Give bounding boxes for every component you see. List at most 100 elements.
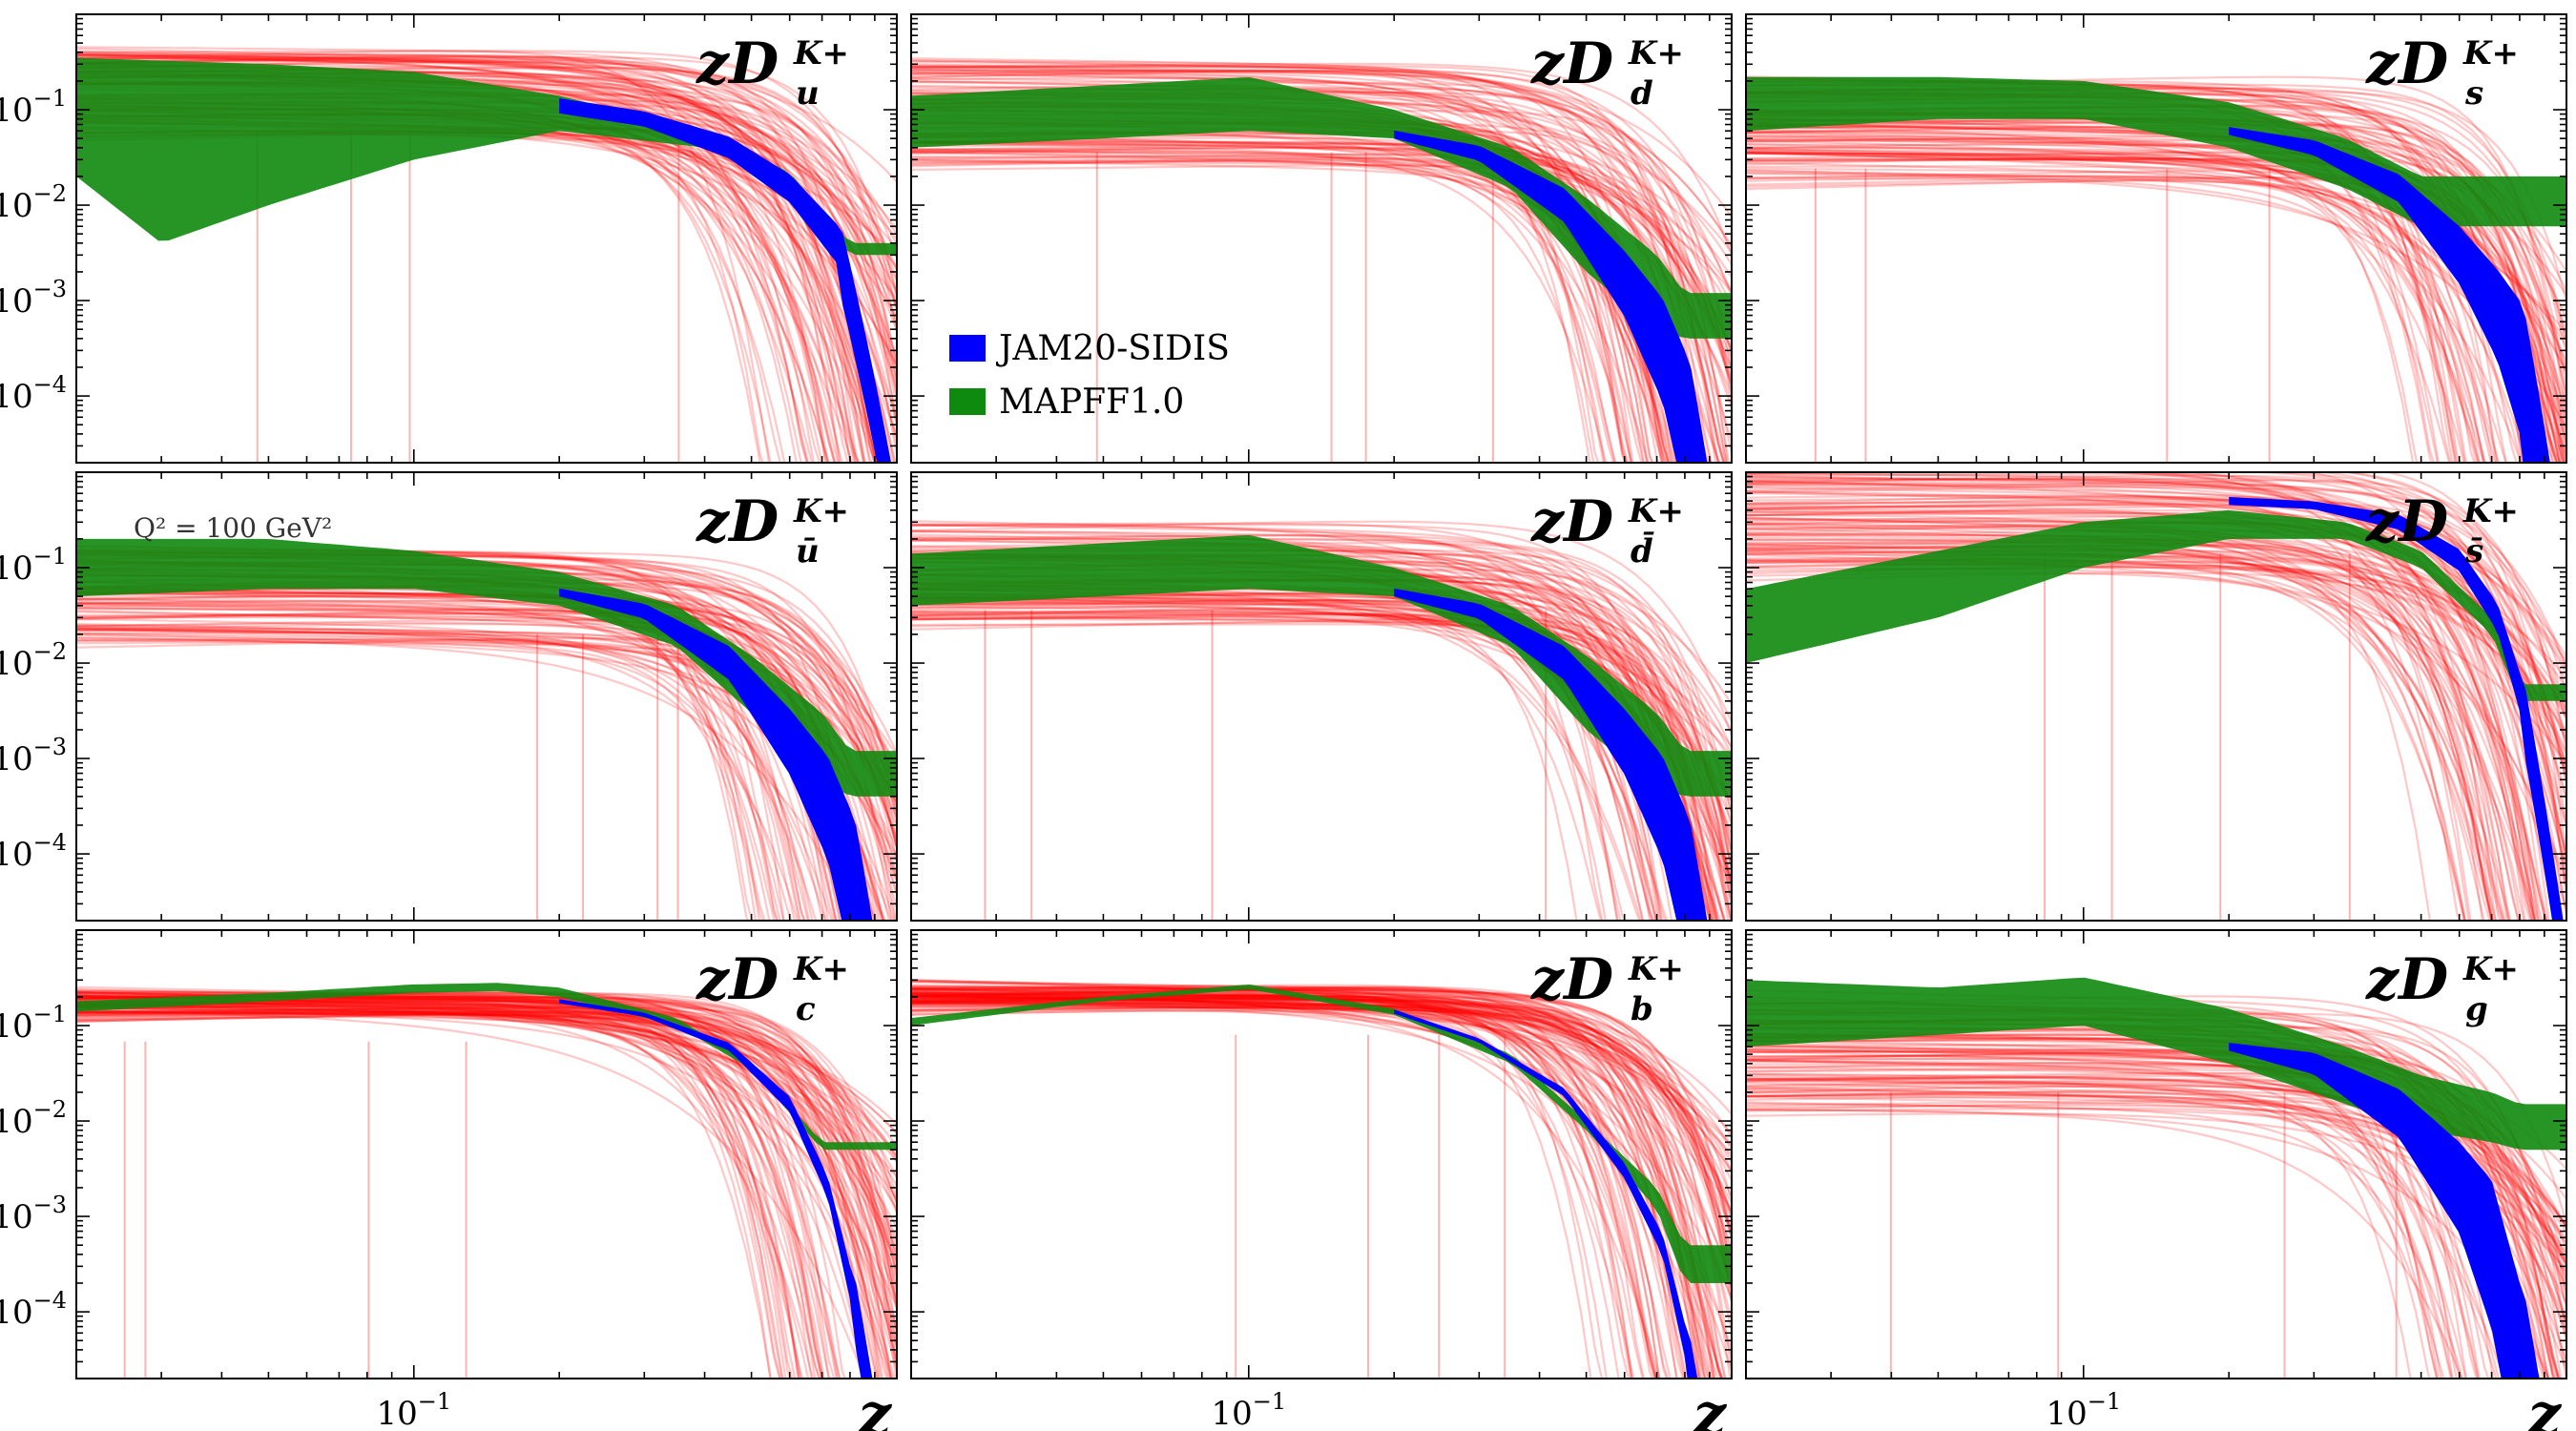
replica-curve: [911, 1004, 1732, 1321]
replica-curve: [76, 1003, 897, 1336]
replica-curve: [76, 990, 891, 1379]
replica-curve: [76, 1012, 883, 1379]
replica-curve: [911, 610, 1732, 885]
replica-curve: [911, 980, 1732, 1214]
replica-curve: [1746, 557, 2466, 921]
replica-curve: [76, 55, 897, 296]
replica-curve: [1746, 138, 2562, 463]
mapff-band: [76, 57, 897, 256]
panel-label: zD K+s: [2365, 31, 2519, 113]
legend-swatch: [949, 388, 986, 415]
replica-curve: [911, 141, 1732, 454]
y-tick-label: 10−2: [0, 638, 67, 683]
replica-curve: [76, 59, 871, 463]
replica-curve: [1746, 124, 2561, 463]
replica-curve: [1746, 156, 2478, 463]
replica-curve: [1746, 1054, 2439, 1379]
plot-area: [1746, 75, 2566, 463]
replica-curve: [76, 1010, 897, 1274]
q2-annotation: Q² = 100 GeV²: [134, 512, 332, 544]
replica-curve: [911, 993, 1732, 1221]
replica-curve: [76, 607, 854, 921]
replica-curve: [76, 990, 881, 1379]
jam-band: [2229, 127, 2550, 463]
replica-curve: [1746, 547, 2566, 797]
replica-curve: [2089, 472, 2511, 921]
replica-curve: [76, 50, 897, 331]
y-tick-label: 10−4: [0, 1287, 67, 1332]
replica-curve: [911, 987, 1711, 1379]
replica-curve: [911, 991, 1724, 1379]
replica-curve: [1746, 503, 2566, 856]
replica-curve: [911, 991, 1732, 1299]
replica-curve: [911, 157, 1629, 463]
replica-curve: [76, 53, 897, 183]
panel-label-main: zD: [1530, 946, 1613, 1013]
replica-curve: [911, 63, 1719, 463]
replica-curve: [76, 1003, 897, 1163]
replica-curve: [76, 639, 764, 921]
replica-curve: [911, 979, 1732, 1200]
replica-curve: [76, 53, 897, 280]
replica-curve: [911, 984, 1679, 1379]
panel-label-sub: s̄: [2464, 532, 2483, 570]
replica-curve: [911, 994, 1656, 1379]
mapff-band: [1746, 509, 2566, 701]
replica-curve: [911, 994, 1732, 1234]
panel-label: zD K+d̄: [1530, 488, 1684, 570]
replica-curve: [1746, 472, 2566, 864]
y-tick-label: 10−1: [0, 85, 67, 130]
replica-curve: [1746, 1039, 2467, 1379]
replica-curve: [76, 1013, 897, 1162]
replica-curve: [76, 633, 793, 921]
replica-curve: [911, 140, 1732, 305]
plot-area: [76, 983, 897, 1379]
replica-curve: [76, 990, 823, 1379]
replica-curve: [911, 620, 1732, 899]
replica-curve: [911, 533, 1691, 921]
replica-curve: [1746, 479, 2566, 753]
panel: zD K+s̄: [1745, 471, 2567, 922]
jam-band: [1394, 1009, 1698, 1379]
panel-label-main: zD: [2365, 488, 2448, 555]
replica-curve: [1746, 477, 2563, 921]
replica-curve: [2339, 472, 2566, 692]
replica-curve: [911, 151, 1633, 463]
y-ticks: [1746, 13, 2566, 464]
replica-curve: [1746, 549, 2520, 921]
replica-curve: [76, 1013, 884, 1379]
replica-curve: [76, 1012, 896, 1379]
replica-curve: [911, 993, 1670, 1379]
replica-curve: [911, 597, 1732, 898]
panel-label-sup: K+: [2462, 950, 2519, 988]
replica-curve: [911, 602, 1732, 904]
replica-curve: [76, 52, 866, 463]
replica-curve: [911, 598, 1732, 920]
replica-curve: [911, 141, 1700, 463]
replica-curve: [76, 1011, 866, 1379]
replica-curve: [1746, 1078, 2453, 1379]
replica-curve: [1746, 176, 2485, 463]
replica-curve: [76, 1006, 897, 1266]
y-ticks: [911, 929, 1732, 1379]
panel-frame: [75, 13, 898, 464]
y-tick-label: 10−1: [0, 543, 67, 588]
replica-curve: [76, 1007, 897, 1349]
replica-curve: [76, 611, 800, 921]
panel-label-sub: ū: [796, 532, 820, 570]
replica-curve: [76, 591, 897, 848]
replica-curve: [911, 991, 1732, 1349]
replica-curve: [911, 71, 1632, 463]
replica-curve: [1746, 157, 2485, 463]
replica-curve: [911, 991, 1632, 1379]
replica-curve: [1746, 1045, 2442, 1379]
replica-curve: [911, 990, 1657, 1379]
panel-grid: 10−110−210−310−4zD K+u zD K+dJAM20-SIDISMAP…: [0, 13, 2567, 1431]
replica-curve: [2338, 472, 2566, 898]
panel: 10−1 10−2 10−3 10−4 10−1 z zD K+c: [0, 929, 898, 1431]
replica-curve: [911, 147, 1627, 463]
replica-curve: [76, 616, 897, 921]
replica-curve: [76, 1006, 772, 1379]
x-ticks: [910, 472, 1733, 921]
replica-curve: [911, 159, 1616, 463]
